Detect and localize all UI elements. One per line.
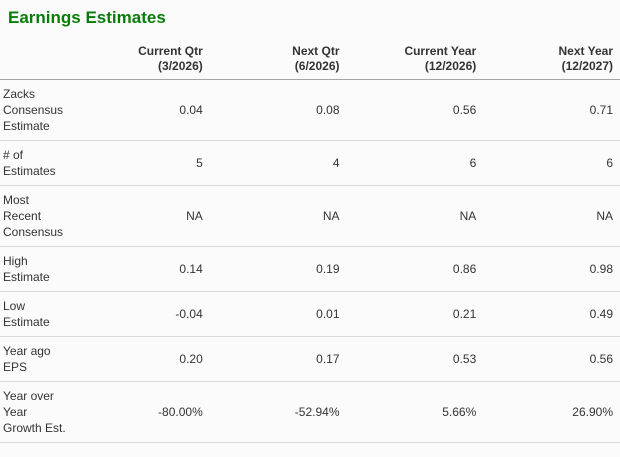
- cell-value: 0.01: [209, 291, 347, 337]
- cell-value: 0.98: [483, 246, 620, 292]
- col-header-period: (6/2026): [294, 59, 340, 73]
- cell-value: 6: [483, 140, 620, 186]
- earnings-estimates-table: Current Qtr (3/2026) Next Qtr (6/2026) C…: [0, 28, 620, 443]
- cell-value: 5: [73, 140, 210, 186]
- col-header-current-qtr: Current Qtr (3/2026): [73, 28, 210, 80]
- cell-value: 0.86: [346, 246, 484, 292]
- cell-value: 0.53: [346, 336, 484, 382]
- col-header-next-qtr: Next Qtr (6/2026): [209, 28, 347, 80]
- cell-value: -0.04: [73, 291, 210, 337]
- col-header-label: Current Year: [404, 44, 477, 58]
- table-row-high-estimate: High Estimate 0.14 0.19 0.86 0.98: [0, 246, 620, 292]
- row-label: Zacks Consensus Estimate: [0, 79, 73, 141]
- col-header-current-year: Current Year (12/2026): [346, 28, 484, 80]
- cell-value: -80.00%: [73, 381, 210, 443]
- cell-value: 0.56: [346, 79, 484, 141]
- table-row-zacks-consensus-estimate: Zacks Consensus Estimate 0.04 0.08 0.56 …: [0, 79, 620, 141]
- cell-value: 0.20: [73, 336, 210, 382]
- cell-value: 4: [209, 140, 347, 186]
- table-row-most-recent-consensus: Most Recent Consensus NA NA NA NA: [0, 185, 620, 247]
- row-label: Year over Year Growth Est.: [0, 381, 73, 443]
- col-header-period: (12/2026): [424, 59, 477, 73]
- cell-value: 0.49: [483, 291, 620, 337]
- col-header-next-year: Next Year (12/2027): [483, 28, 620, 80]
- cell-value: 0.08: [209, 79, 347, 141]
- cell-value: 0.21: [346, 291, 484, 337]
- row-label: High Estimate: [0, 246, 73, 292]
- cell-value: 6: [346, 140, 484, 186]
- col-header-period: (12/2027): [561, 59, 613, 73]
- header-row: Current Qtr (3/2026) Next Qtr (6/2026) C…: [0, 28, 620, 80]
- cell-value: 0.04: [73, 79, 210, 141]
- row-label: Most Recent Consensus: [0, 185, 73, 247]
- cell-value: 0.56: [483, 336, 620, 382]
- cell-value: 26.90%: [483, 381, 620, 443]
- cell-value: NA: [209, 185, 347, 247]
- table-row-number-of-estimates: # of Estimates 5 4 6 6: [0, 140, 620, 186]
- cell-value: 5.66%: [346, 381, 484, 443]
- row-label: Year ago EPS: [0, 336, 73, 382]
- cell-value: NA: [483, 185, 620, 247]
- cell-value: 0.19: [209, 246, 347, 292]
- col-header-label: Current Qtr: [138, 44, 203, 58]
- table-row-year-ago-eps: Year ago EPS 0.20 0.17 0.53 0.56: [0, 336, 620, 382]
- cell-value: NA: [346, 185, 484, 247]
- row-label: Low Estimate: [0, 291, 73, 337]
- cell-value: 0.14: [73, 246, 210, 292]
- table-row-low-estimate: Low Estimate -0.04 0.01 0.21 0.49: [0, 291, 620, 337]
- table-row-year-over-year-growth: Year over Year Growth Est. -80.00% -52.9…: [0, 381, 620, 443]
- cell-value: 0.71: [483, 79, 620, 141]
- row-label: # of Estimates: [0, 140, 73, 186]
- header-spacer-cell: [0, 28, 73, 80]
- col-header-label: Next Year: [558, 44, 614, 58]
- cell-value: NA: [73, 185, 210, 247]
- cell-value: 0.17: [209, 336, 347, 382]
- col-header-period: (3/2026): [158, 59, 203, 73]
- cell-value: -52.94%: [209, 381, 347, 443]
- col-header-label: Next Qtr: [292, 44, 340, 58]
- page-title: Earnings Estimates: [8, 8, 166, 27]
